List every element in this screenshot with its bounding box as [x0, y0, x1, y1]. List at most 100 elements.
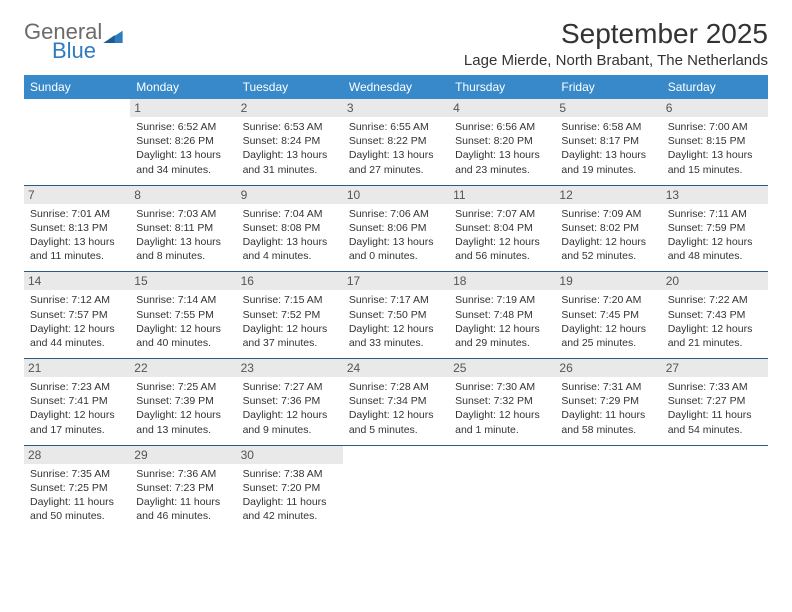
sunset-text: Sunset: 8:20 PM: [455, 134, 549, 148]
sunrise-text: Sunrise: 7:15 AM: [243, 293, 337, 307]
daylight-text: Daylight: 11 hours and 50 minutes.: [30, 495, 124, 523]
weekday-header-row: Sunday Monday Tuesday Wednesday Thursday…: [24, 75, 768, 99]
calendar-cell: 7 Sunrise: 7:01 AMSunset: 8:13 PMDaylight…: [24, 185, 130, 272]
day-number: 17: [343, 272, 449, 290]
daylight-text: Daylight: 13 hours and 19 minutes.: [561, 148, 655, 176]
daylight-text: Daylight: 13 hours and 0 minutes.: [349, 235, 443, 263]
weekday-saturday: Saturday: [662, 75, 768, 99]
calendar-cell: 12Sunrise: 7:09 AMSunset: 8:02 PMDayligh…: [555, 185, 661, 272]
sunset-text: Sunset: 7:23 PM: [136, 481, 230, 495]
sunset-text: Sunset: 7:20 PM: [243, 481, 337, 495]
day-number: 5: [555, 99, 661, 117]
calendar-cell: 19 Sunrise: 7:20 AMSunset: 7:45 PMDayligh…: [555, 272, 661, 359]
daylight-text: Daylight: 12 hours and 48 minutes.: [668, 235, 762, 263]
day-number: 11: [449, 186, 555, 204]
calendar-cell: 6Sunrise: 7:00 AMSunset: 8:15 PMDaylight…: [662, 99, 768, 185]
sunrise-text: Sunrise: 7:22 AM: [668, 293, 762, 307]
sunset-text: Sunset: 8:24 PM: [243, 134, 337, 148]
calendar-cell: 13Sunrise: 7:11 AMSunset: 7:59 PMDayligh…: [662, 185, 768, 272]
weekday-friday: Friday: [555, 75, 661, 99]
sunset-text: Sunset: 7:55 PM: [136, 308, 230, 322]
daylight-text: Daylight: 13 hours and 11 minutes.: [30, 235, 124, 263]
calendar-row: 7Sunrise: 7:01 AMSunset: 8:13 PMDaylight…: [24, 185, 768, 272]
calendar-cell: 25Sunrise: 7:30 AMSunset: 7:32 PMDayligh…: [449, 359, 555, 446]
sunset-text: Sunset: 8:13 PM: [30, 221, 124, 235]
sunset-text: Sunset: 7:48 PM: [455, 308, 549, 322]
sunrise-text: Sunrise: 7:09 AM: [561, 207, 655, 221]
day-number: 10: [343, 186, 449, 204]
calendar-cell: 2Sunrise: 6:53 AMSunset: 8:24 PMDaylight…: [237, 99, 343, 185]
day-number: 8: [130, 186, 236, 204]
day-number: 23: [237, 359, 343, 377]
sunset-text: Sunset: 8:22 PM: [349, 134, 443, 148]
daylight-text: Daylight: 12 hours and 17 minutes.: [30, 408, 124, 436]
daylight-text: Daylight: 12 hours and 33 minutes.: [349, 322, 443, 350]
header: GeneralBlue September 2025 Lage Mierde, …: [24, 18, 768, 69]
calendar-cell: 9Sunrise: 7:04 AMSunset: 8:08 PMDaylight…: [237, 185, 343, 272]
day-number: 15: [130, 272, 236, 290]
day-number: 4: [449, 99, 555, 117]
calendar-cell: 21Sunrise: 7:23 AMSunset: 7:41 PMDayligh…: [24, 359, 130, 446]
sunset-text: Sunset: 7:59 PM: [668, 221, 762, 235]
day-number: 1: [130, 99, 236, 117]
sunset-text: Sunset: 7:25 PM: [30, 481, 124, 495]
day-number: 18: [449, 272, 555, 290]
sunset-text: Sunset: 8:06 PM: [349, 221, 443, 235]
title-block: September 2025 Lage Mierde, North Braban…: [464, 18, 768, 69]
sunset-text: Sunset: 7:50 PM: [349, 308, 443, 322]
daylight-text: Daylight: 12 hours and 25 minutes.: [561, 322, 655, 350]
daylight-text: Daylight: 13 hours and 8 minutes.: [136, 235, 230, 263]
daylight-text: Daylight: 13 hours and 31 minutes.: [243, 148, 337, 176]
day-number: 13: [662, 186, 768, 204]
day-number: 2: [237, 99, 343, 117]
sunrise-text: Sunrise: 7:17 AM: [349, 293, 443, 307]
daylight-text: Daylight: 13 hours and 15 minutes.: [668, 148, 762, 176]
daylight-text: Daylight: 11 hours and 46 minutes.: [136, 495, 230, 523]
calendar-cell: 26Sunrise: 7:31 AMSunset: 7:29 PMDayligh…: [555, 359, 661, 446]
sunset-text: Sunset: 8:08 PM: [243, 221, 337, 235]
sunset-text: Sunset: 7:34 PM: [349, 394, 443, 408]
calendar-cell: 5Sunrise: 6:58 AMSunset: 8:17 PMDaylight…: [555, 99, 661, 185]
day-number: 6: [662, 99, 768, 117]
daylight-text: Daylight: 12 hours and 5 minutes.: [349, 408, 443, 436]
logo: GeneralBlue: [24, 22, 123, 62]
sunrise-text: Sunrise: 7:30 AM: [455, 380, 549, 394]
sunset-text: Sunset: 7:29 PM: [561, 394, 655, 408]
calendar-table: Sunday Monday Tuesday Wednesday Thursday…: [24, 75, 768, 531]
daylight-text: Daylight: 12 hours and 40 minutes.: [136, 322, 230, 350]
sunrise-text: Sunrise: 6:58 AM: [561, 120, 655, 134]
day-number: 7: [24, 186, 130, 204]
day-number: 20: [662, 272, 768, 290]
daylight-text: Daylight: 12 hours and 29 minutes.: [455, 322, 549, 350]
sunrise-text: Sunrise: 7:12 AM: [30, 293, 124, 307]
daylight-text: Daylight: 13 hours and 34 minutes.: [136, 148, 230, 176]
daylight-text: Daylight: 12 hours and 21 minutes.: [668, 322, 762, 350]
sunrise-text: Sunrise: 7:07 AM: [455, 207, 549, 221]
sunrise-text: Sunrise: 6:55 AM: [349, 120, 443, 134]
sunrise-text: Sunrise: 7:36 AM: [136, 467, 230, 481]
sunset-text: Sunset: 8:26 PM: [136, 134, 230, 148]
weekday-tuesday: Tuesday: [237, 75, 343, 99]
calendar-cell: 8Sunrise: 7:03 AMSunset: 8:11 PMDaylight…: [130, 185, 236, 272]
daylight-text: Daylight: 13 hours and 23 minutes.: [455, 148, 549, 176]
calendar-cell: [449, 445, 555, 531]
sunset-text: Sunset: 7:45 PM: [561, 308, 655, 322]
calendar-cell: 11Sunrise: 7:07 AMSunset: 8:04 PMDayligh…: [449, 185, 555, 272]
day-number: 24: [343, 359, 449, 377]
sunrise-text: Sunrise: 7:14 AM: [136, 293, 230, 307]
day-number: 16: [237, 272, 343, 290]
day-number: 19: [555, 272, 661, 290]
sunrise-text: Sunrise: 7:28 AM: [349, 380, 443, 394]
weekday-monday: Monday: [130, 75, 236, 99]
sunset-text: Sunset: 7:57 PM: [30, 308, 124, 322]
calendar-cell: 23Sunrise: 7:27 AMSunset: 7:36 PMDayligh…: [237, 359, 343, 446]
calendar-cell: 29Sunrise: 7:36 AMSunset: 7:23 PMDayligh…: [130, 445, 236, 531]
daylight-text: Daylight: 12 hours and 9 minutes.: [243, 408, 337, 436]
sunrise-text: Sunrise: 7:33 AM: [668, 380, 762, 394]
sunrise-text: Sunrise: 7:01 AM: [30, 207, 124, 221]
calendar-cell: [555, 445, 661, 531]
day-number: 27: [662, 359, 768, 377]
calendar-cell: 14Sunrise: 7:12 AMSunset: 7:57 PMDayligh…: [24, 272, 130, 359]
location-text: Lage Mierde, North Brabant, The Netherla…: [464, 52, 768, 69]
sunrise-text: Sunrise: 7:20 AM: [561, 293, 655, 307]
